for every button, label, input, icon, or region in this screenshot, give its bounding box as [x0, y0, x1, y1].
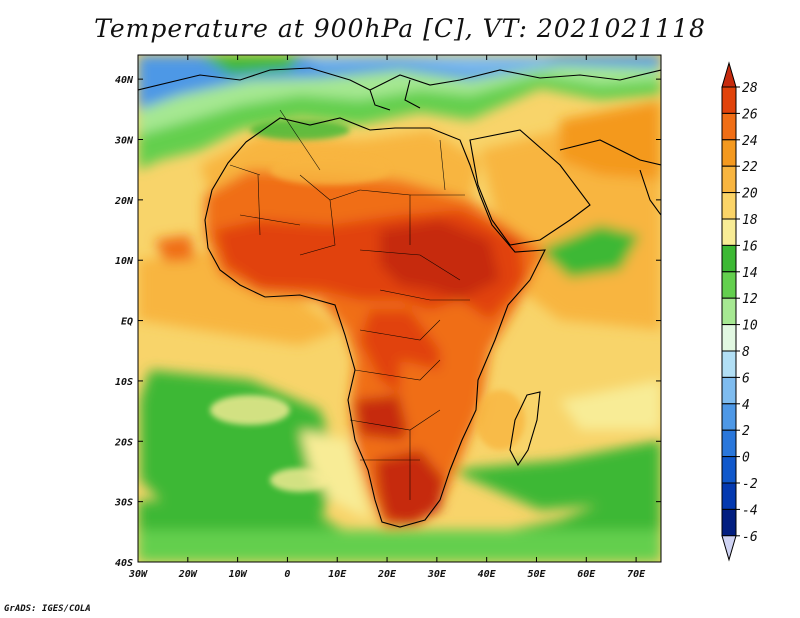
lon-tick-label: 10E — [328, 569, 347, 580]
colorbar-label: 16 — [742, 239, 758, 254]
lon-tick-label: 50E — [527, 569, 546, 580]
lon-tick-label: 10W — [229, 569, 248, 580]
colorbar-segment — [721, 482, 737, 510]
colorbar-segment — [721, 86, 737, 114]
colorbar-label: -2 — [742, 477, 758, 492]
lon-tick-label: 30E — [427, 569, 447, 580]
colorbar-segment — [721, 139, 737, 167]
lat-tick-label: 40N — [115, 75, 134, 86]
colorbar-label: 24 — [742, 134, 758, 149]
colorbar-label: -6 — [742, 530, 758, 545]
lat-tick-label: 40S — [115, 558, 133, 569]
lat-tick-label: 20N — [114, 196, 134, 207]
lon-tick-label: 30W — [128, 569, 148, 580]
map-title: Temperature at 900hPa [C], VT: 202102111… — [94, 14, 706, 43]
grads-credit: GrADS: IGES/COLA — [4, 604, 91, 614]
colorbar-segment — [721, 297, 737, 326]
colorbar-segment — [721, 324, 737, 352]
colorbar-segment — [721, 192, 737, 220]
colorbar-segment — [721, 218, 737, 246]
coastline — [138, 67, 661, 528]
lon-tick-label: 0 — [284, 569, 290, 580]
colorbar-label: 4 — [742, 398, 750, 413]
colorbar-segment — [721, 165, 737, 194]
colorbar-label: 18 — [742, 213, 758, 228]
lat-tick-label: 20S — [114, 437, 133, 448]
colorbar-label: 10 — [742, 319, 758, 334]
lon-tick-label: 70E — [627, 569, 646, 580]
colorbar-label: 8 — [742, 345, 750, 360]
colorbar-label: -4 — [742, 503, 758, 518]
lon-tick-label: 20E — [377, 569, 397, 580]
colorbar-label: 26 — [742, 107, 758, 122]
colorbar-segment — [721, 244, 737, 273]
colorbar-segment — [721, 376, 737, 405]
colorbar-label: 6 — [742, 371, 750, 386]
temperature-field — [138, 55, 661, 562]
colorbar-segment — [721, 112, 737, 141]
longitude-ticks: 30W 20W 10W 0 10E 20E 30E 40E 50E 60E 70E — [128, 55, 646, 580]
colorbar-label: 12 — [742, 292, 758, 307]
lat-tick-label: 30N — [114, 136, 134, 147]
map-frame — [137, 54, 662, 563]
latitude-ticks: 40N 30N 20N 10N EQ 10S 20S 30S 40S — [114, 75, 661, 569]
colorbar-cap-top — [721, 61, 737, 88]
colorbar-label: 28 — [742, 81, 758, 96]
lon-tick-label: 60E — [577, 569, 596, 580]
colorbar-segment — [721, 403, 737, 431]
lon-tick-label: 40E — [478, 569, 497, 580]
lat-tick-label: 30S — [114, 498, 133, 509]
colorbar-segment — [721, 456, 737, 484]
lat-tick-label: 10N — [115, 256, 134, 267]
colorbar-label: 20 — [742, 187, 758, 202]
colorbar-label: 22 — [742, 160, 758, 175]
colorbar-label: 2 — [742, 424, 750, 439]
colorbar-segment — [721, 429, 737, 458]
country-borders — [229, 109, 470, 500]
colorbar-segment — [721, 508, 737, 537]
colorbar-segment — [721, 271, 737, 299]
lat-tick-label: EQ — [121, 317, 133, 328]
colorbar-label: 14 — [742, 266, 758, 281]
lat-tick-label: 10S — [115, 377, 133, 388]
lon-tick-label: 20W — [178, 569, 198, 580]
colorbar-segment — [721, 350, 737, 378]
colorbar-cap-bottom — [721, 535, 737, 562]
colorbar-label: 0 — [742, 451, 750, 466]
